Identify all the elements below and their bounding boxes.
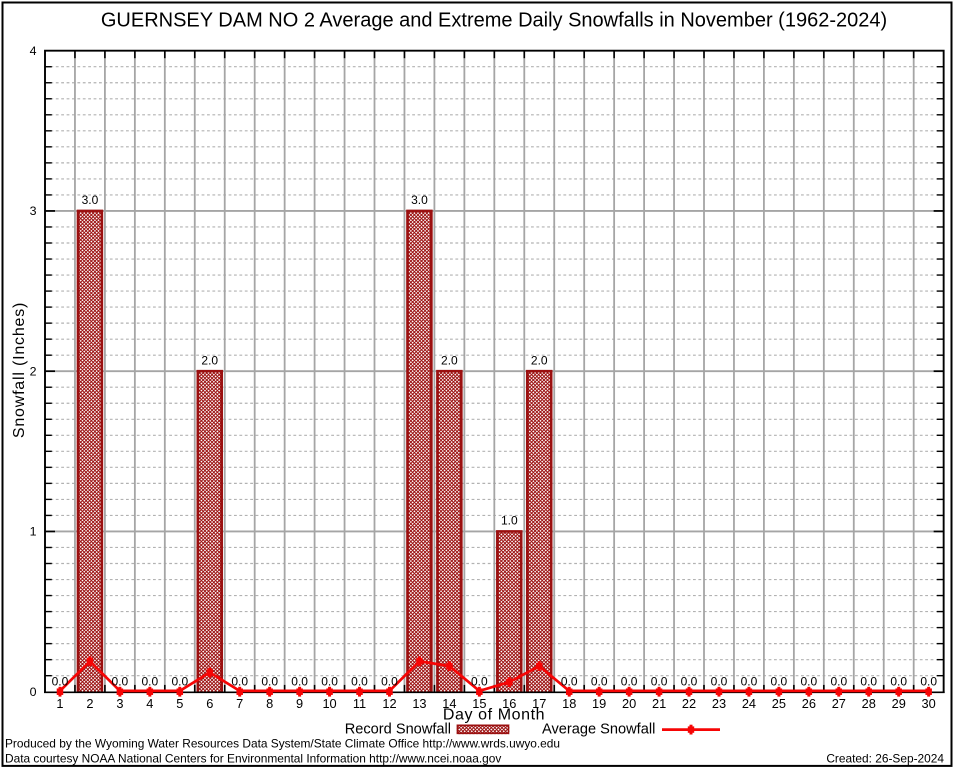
svg-text:3: 3 [30, 204, 37, 218]
svg-text:1.0: 1.0 [501, 514, 518, 528]
svg-text:Data courtesy NOAA National Ce: Data courtesy NOAA National Centers for … [5, 751, 501, 765]
svg-text:0.0: 0.0 [920, 675, 937, 689]
svg-text:0.0: 0.0 [771, 675, 788, 689]
svg-text:5: 5 [176, 696, 183, 711]
svg-text:0.0: 0.0 [890, 675, 907, 689]
svg-text:14: 14 [442, 696, 456, 711]
svg-text:0.0: 0.0 [711, 675, 728, 689]
svg-text:0.0: 0.0 [381, 675, 398, 689]
svg-text:2: 2 [86, 696, 93, 711]
svg-text:29: 29 [892, 696, 906, 711]
svg-text:GUERNSEY DAM NO 2 Average and: GUERNSEY DAM NO 2 Average and Extreme Da… [101, 10, 887, 32]
svg-text:0.0: 0.0 [651, 675, 668, 689]
svg-text:0.0: 0.0 [860, 675, 877, 689]
svg-text:1: 1 [56, 696, 63, 711]
svg-text:9: 9 [296, 696, 303, 711]
svg-text:0.0: 0.0 [561, 675, 578, 689]
svg-text:18: 18 [562, 696, 576, 711]
svg-text:3.0: 3.0 [82, 193, 99, 207]
svg-text:21: 21 [652, 696, 666, 711]
svg-text:30: 30 [922, 696, 936, 711]
svg-text:0.0: 0.0 [141, 675, 158, 689]
svg-text:0.0: 0.0 [591, 675, 608, 689]
svg-text:22: 22 [682, 696, 696, 711]
svg-text:10: 10 [322, 696, 336, 711]
svg-text:2: 2 [30, 364, 37, 378]
svg-text:4: 4 [30, 44, 37, 58]
svg-text:19: 19 [592, 696, 606, 711]
svg-text:0.0: 0.0 [830, 675, 847, 689]
svg-text:2.0: 2.0 [201, 353, 218, 367]
svg-text:0.0: 0.0 [351, 675, 368, 689]
svg-text:3.0: 3.0 [411, 193, 428, 207]
svg-text:27: 27 [832, 696, 846, 711]
svg-text:0.0: 0.0 [471, 675, 488, 689]
svg-text:26: 26 [802, 696, 816, 711]
svg-text:24: 24 [742, 696, 756, 711]
svg-text:4: 4 [146, 696, 153, 711]
svg-text:Snowfall (Inches): Snowfall (Inches) [11, 302, 28, 438]
svg-text:0.0: 0.0 [52, 675, 69, 689]
svg-text:2.0: 2.0 [441, 353, 458, 367]
svg-text:0.0: 0.0 [231, 675, 248, 689]
svg-text:13: 13 [412, 696, 426, 711]
svg-text:2.0: 2.0 [531, 353, 548, 367]
svg-text:12: 12 [382, 696, 396, 711]
svg-text:0.0: 0.0 [681, 675, 698, 689]
svg-text:1: 1 [30, 525, 37, 539]
svg-text:25: 25 [772, 696, 786, 711]
svg-text:0.0: 0.0 [621, 675, 638, 689]
svg-text:Created: 26-Sep-2024: Created: 26-Sep-2024 [826, 751, 944, 765]
svg-text:0.0: 0.0 [112, 675, 129, 689]
svg-text:Average Snowfall: Average Snowfall [542, 722, 655, 738]
svg-text:23: 23 [712, 696, 726, 711]
svg-text:0.0: 0.0 [171, 675, 188, 689]
svg-text:3: 3 [116, 696, 123, 711]
svg-text:0: 0 [30, 685, 37, 699]
svg-text:Produced by the Wyoming Water: Produced by the Wyoming Water Resources … [5, 736, 560, 750]
svg-text:28: 28 [862, 696, 876, 711]
svg-text:20: 20 [622, 696, 636, 711]
svg-text:16: 16 [502, 696, 516, 711]
svg-text:8: 8 [266, 696, 273, 711]
svg-text:0.0: 0.0 [291, 675, 308, 689]
svg-text:11: 11 [353, 696, 366, 711]
svg-text:7: 7 [236, 696, 243, 711]
svg-text:0.0: 0.0 [261, 675, 278, 689]
svg-text:15: 15 [472, 696, 486, 711]
svg-text:17: 17 [532, 696, 546, 711]
svg-text:0.0: 0.0 [321, 675, 338, 689]
svg-text:0.0: 0.0 [741, 675, 758, 689]
svg-text:Record Snowfall: Record Snowfall [345, 722, 451, 738]
svg-text:6: 6 [206, 696, 213, 711]
svg-text:Day of Month: Day of Month [443, 706, 545, 723]
svg-text:0.0: 0.0 [801, 675, 818, 689]
